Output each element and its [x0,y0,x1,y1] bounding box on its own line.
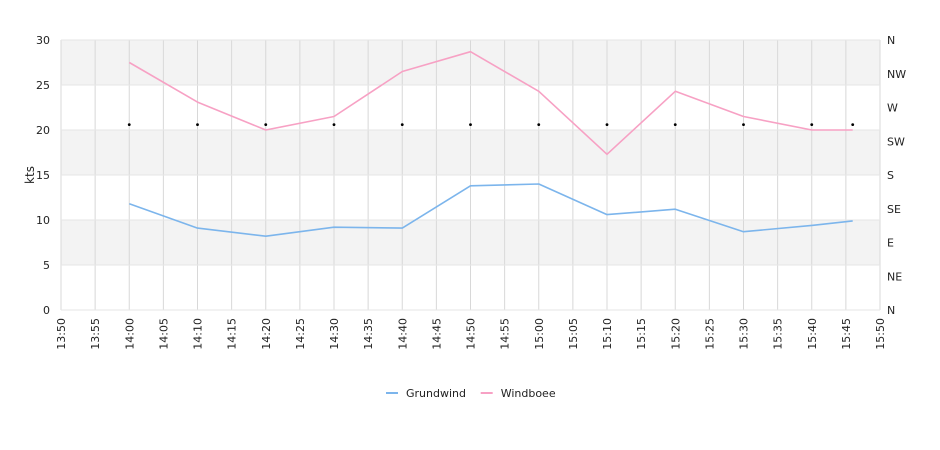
direction-marker [332,123,336,126]
legend[interactable]: Grundwind Windboee [386,387,556,400]
legend-item-windboee[interactable]: Windboee [480,387,556,400]
y-tick-label: 5 [43,259,50,272]
x-tick-label: 15:25 [703,318,716,350]
x-tick-label: 15:10 [601,318,614,350]
direction-marker [605,123,609,126]
x-tick-label: 14:30 [328,318,341,350]
x-tick-label: 15:45 [840,318,853,350]
direction-marker [851,123,855,126]
x-tick-label: 15:35 [772,318,785,350]
legend-label: Windboee [501,387,556,400]
x-tick-label: 15:05 [567,318,580,350]
x-tick-label: 15:15 [635,318,648,350]
direction-tick-label: E [887,237,894,250]
direction-marker [810,123,814,126]
x-tick-label: 14:40 [396,318,409,350]
series-line-windboee [128,50,853,156]
y-axis-left: 0 5 10 15 20 25 30 [36,34,50,317]
x-tick-label: 14:00 [123,318,136,350]
x-tick-label: 15:40 [806,318,819,350]
x-tick-label: 13:55 [89,318,102,350]
y-axis-right: N NE E SE S SW W NW N [887,34,906,317]
x-tick-label: 14:45 [430,318,443,350]
x-axis: 13:50 13:55 14:00 14:05 14:10 14:15 14:20 14:25… [55,318,887,350]
x-tick-label: 15:50 [874,318,887,350]
direction-tick-label: NW [887,68,906,81]
x-tick-label: 15:20 [669,318,682,350]
direction-marker [469,123,472,126]
series-line-grundwind [129,183,853,237]
direction-marker [537,123,541,126]
direction-tick-label: S [887,169,894,182]
x-tick-label: 13:50 [55,318,68,350]
direction-marker [742,123,745,126]
y-tick-label: 20 [36,124,50,137]
x-tick-label: 14:50 [465,318,478,350]
y-tick-label: 30 [36,34,50,47]
x-tick-label: 14:05 [157,318,170,350]
direction-tick-label: N [887,304,895,317]
direction-marker [196,123,199,126]
x-tick-label: 14:10 [192,318,205,350]
direction-marker [264,123,268,126]
x-tick-label: 15:00 [533,318,546,350]
x-tick-label: 15:30 [738,318,751,350]
direction-tick-label: SW [887,135,905,148]
direction-tick-label: W [887,102,898,115]
y-tick-label: 15 [36,169,50,182]
x-tick-label: 14:20 [260,318,273,350]
direction-tick-label: NE [887,270,902,283]
direction-marker [673,123,677,126]
legend-label: Grundwind [406,387,466,400]
series-lines [128,50,853,237]
direction-tick-label: SE [887,203,901,216]
y-axis-title: kts [23,166,37,184]
x-tick-label: 14:15 [226,318,239,350]
direction-markers [127,123,855,126]
x-tick-label: 14:35 [362,318,375,350]
x-tick-label: 14:55 [499,318,512,350]
direction-tick-label: N [887,34,895,47]
horizontal-gridlines [61,39,880,311]
y-tick-label: 25 [36,79,50,92]
direction-marker [127,123,131,126]
x-tick-label: 14:25 [294,318,307,350]
direction-marker [400,123,404,126]
y-tick-label: 0 [43,304,50,317]
y-tick-label: 10 [36,214,50,227]
legend-item-grundwind[interactable]: Grundwind [386,387,466,400]
